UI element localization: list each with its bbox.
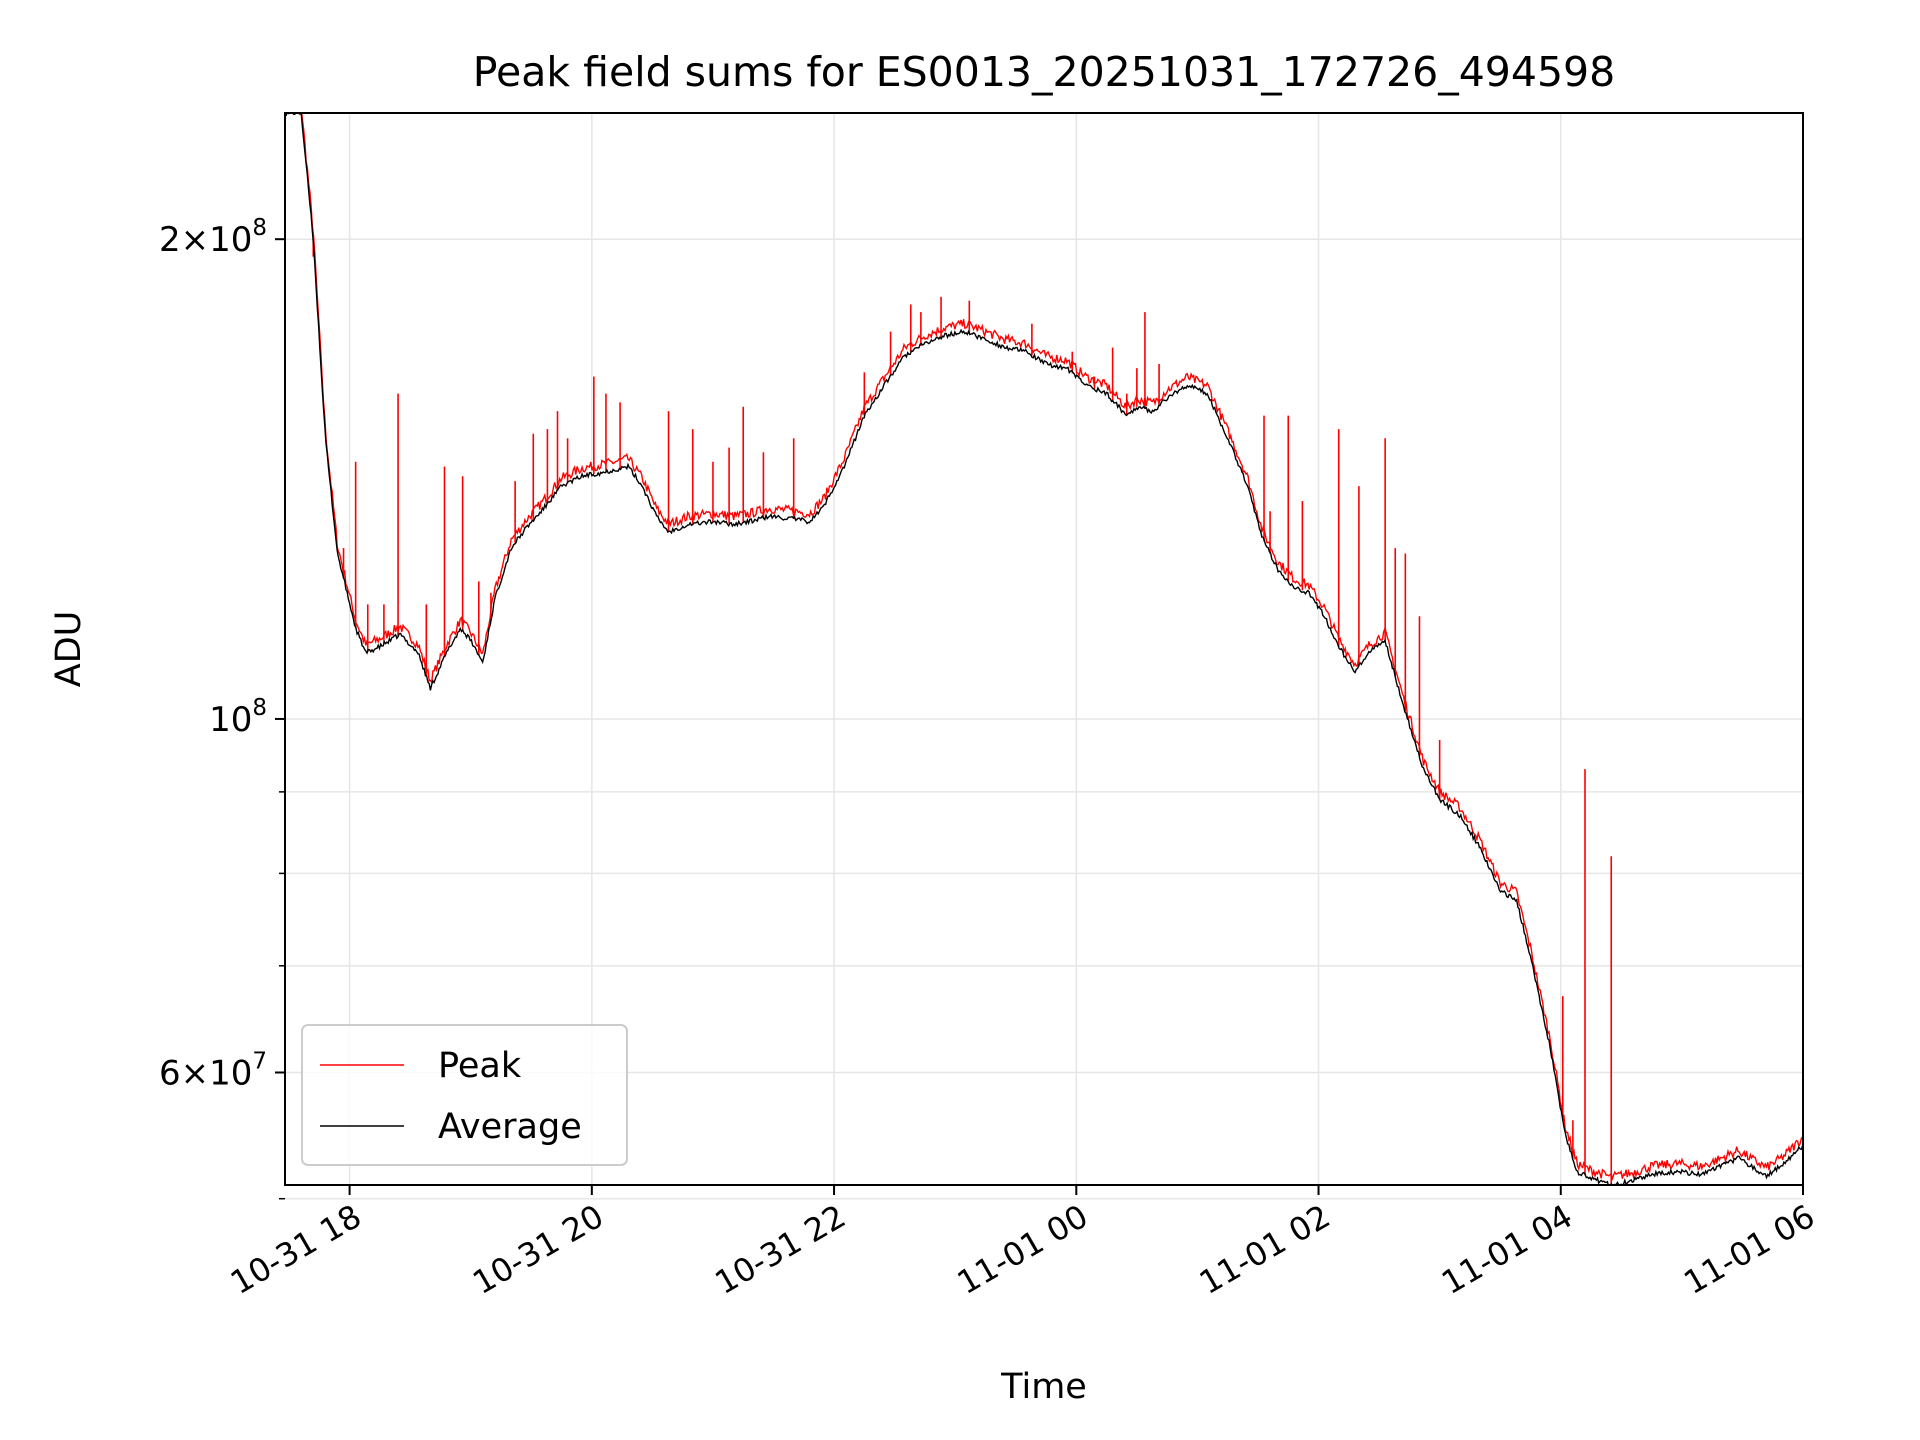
y-tick-label: 6×107 [159,1049,267,1094]
y-tick-label: 108 [209,695,267,740]
legend-label-average: Average [438,1107,582,1147]
y-axis: 2×108 108 6×107 [159,215,285,1200]
legend-box [301,1024,628,1166]
chart-title: Peak field sums for ES0013_20251031_1727… [473,48,1615,96]
legend: Peak Average [301,1024,628,1166]
legend-label-peak: Peak [438,1046,522,1086]
x-axis-label: Time [1000,1367,1087,1407]
series-peak [301,113,1803,1185]
axes-frame [284,112,1804,1186]
y-tick-label: 2×108 [159,215,267,260]
grid-layer [285,113,1804,1200]
series-average [285,113,1803,1185]
plot-area [285,113,1803,1185]
average-line [285,113,1803,1185]
y-axis-label: ADU [49,611,89,688]
peak-line [301,113,1803,1181]
